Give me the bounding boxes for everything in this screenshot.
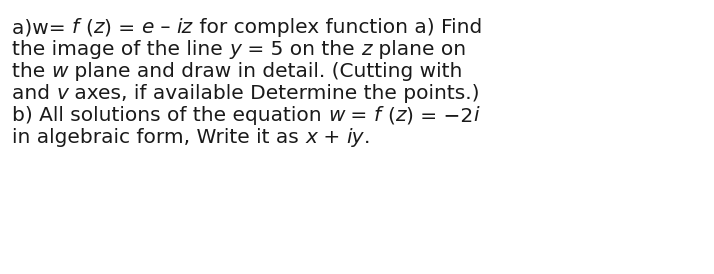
Text: w: w [328,106,344,125]
Text: i: i [473,106,479,125]
Text: in algebraic form, Write it as: in algebraic form, Write it as [12,128,305,147]
Text: plane and draw in detail. (Cutting with: plane and draw in detail. (Cutting with [68,62,463,81]
Text: for complex function a) Find: for complex function a) Find [193,18,482,37]
Text: x: x [305,128,317,147]
Text: plane on: plane on [371,40,466,59]
Text: w: w [51,62,68,81]
Text: (: ( [388,106,396,125]
Text: .: . [364,128,371,147]
Text: ) =: ) = [104,18,141,37]
Text: b) All solutions of the equation: b) All solutions of the equation [12,106,328,125]
Text: z: z [94,18,104,37]
Text: (: ( [86,18,94,37]
Text: the: the [12,62,51,81]
Text: axes, if available Determine the points.): axes, if available Determine the points.… [69,84,480,103]
Text: z: z [396,106,406,125]
Text: a)w=: a)w= [12,18,72,37]
Text: iz: iz [177,18,193,37]
Text: f: f [72,18,86,37]
Text: e: e [141,18,154,37]
Text: the image of the line: the image of the line [12,40,229,59]
Text: and: and [12,84,56,103]
Text: =: = [344,106,374,125]
Text: z: z [361,40,371,59]
Text: v: v [56,84,69,103]
Text: iy: iy [346,128,364,147]
Text: –: – [154,18,177,37]
Text: y: y [229,40,241,59]
Text: = 5 on the: = 5 on the [241,40,361,59]
Text: f: f [374,106,388,125]
Text: ) = −2: ) = −2 [406,106,473,125]
Text: +: + [317,128,346,147]
